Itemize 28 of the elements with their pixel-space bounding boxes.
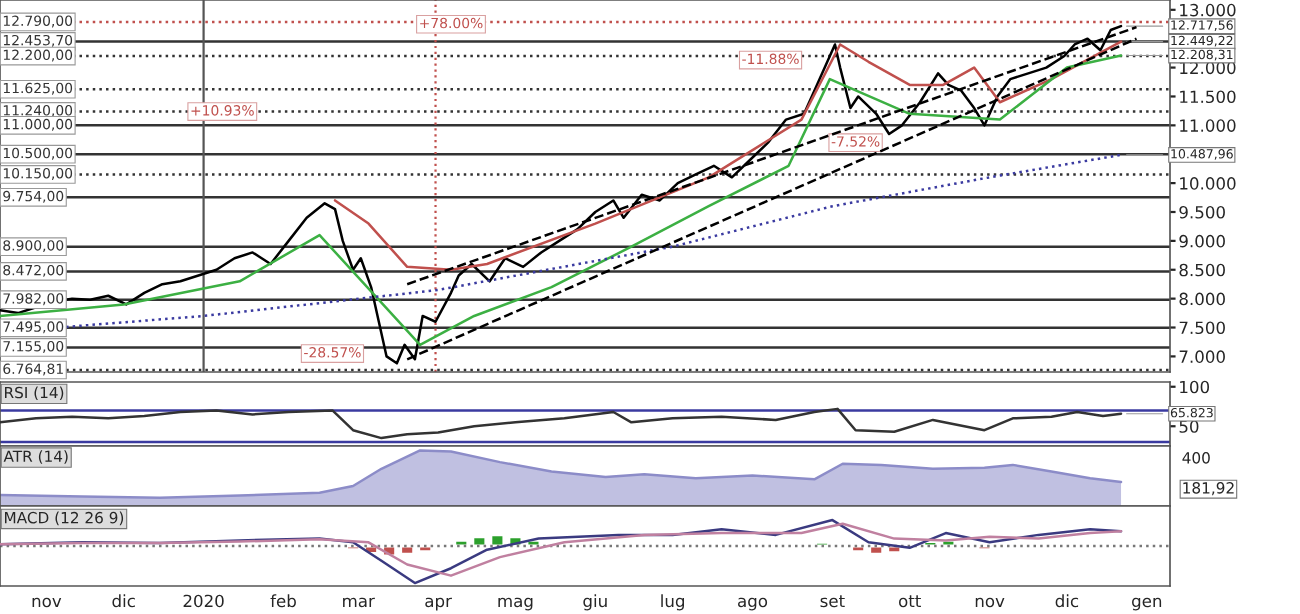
y-tick-label: 11.500 [1180, 90, 1236, 104]
y-tick-label: 7.000 [1179, 350, 1225, 363]
y-tick-label: 11.000 [1180, 119, 1236, 132]
y-tick-label: 9.500 [1179, 205, 1225, 219]
y-tick-label: 10.000 [1180, 177, 1236, 190]
x-tick-label: set [820, 595, 845, 608]
y-tick-label: 7.500 [1179, 321, 1225, 335]
y-tick-label: 13.000 [1180, 3, 1236, 17]
y-tick-label: 8.500 [1179, 263, 1225, 277]
x-tick-label: nov [32, 597, 62, 608]
line-series [0, 407, 1123, 440]
x-tick-label: ott [899, 595, 921, 608]
x-tick-label: ago [738, 597, 768, 611]
x-tick-label: mag [498, 597, 533, 611]
x-tick-label: 2020 [183, 594, 224, 608]
x-tick-label: apr [425, 597, 452, 611]
x-tick-label: feb [270, 594, 296, 608]
y-tick-label: 100 [1180, 380, 1210, 394]
x-tick-label: dic [112, 594, 135, 608]
y-tick-label: 9.000 [1179, 234, 1225, 248]
x-tick-label: gen [1132, 597, 1162, 611]
y-tick-label: 12.000 [1180, 61, 1236, 75]
x-tick-label: dic [1055, 594, 1079, 608]
y-tick-label: 8.000 [1179, 292, 1225, 306]
x-tick-label: giu [583, 594, 607, 611]
x-tick-label: lug [661, 594, 684, 611]
x-tick-label: nov [975, 597, 1005, 608]
x-tick-label: mar [343, 597, 375, 608]
